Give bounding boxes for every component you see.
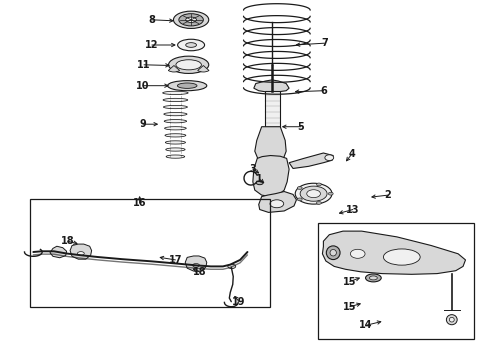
Text: 18: 18	[61, 236, 74, 246]
Ellipse shape	[166, 148, 185, 151]
Ellipse shape	[325, 155, 334, 161]
Ellipse shape	[177, 39, 205, 51]
Ellipse shape	[330, 249, 336, 256]
Wedge shape	[197, 66, 209, 72]
Ellipse shape	[317, 202, 321, 204]
Text: 10: 10	[136, 81, 150, 91]
Ellipse shape	[300, 186, 327, 201]
Polygon shape	[185, 256, 207, 271]
Ellipse shape	[270, 200, 284, 208]
Ellipse shape	[165, 141, 186, 144]
Ellipse shape	[326, 246, 340, 260]
Text: 1: 1	[256, 174, 263, 184]
Wedge shape	[168, 66, 180, 72]
Polygon shape	[289, 153, 333, 168]
Polygon shape	[259, 192, 296, 212]
Text: 16: 16	[133, 198, 147, 208]
Ellipse shape	[77, 252, 84, 255]
Text: 8: 8	[148, 15, 155, 25]
Ellipse shape	[295, 183, 332, 204]
Ellipse shape	[186, 43, 196, 47]
Ellipse shape	[163, 98, 188, 102]
Ellipse shape	[446, 315, 457, 325]
Ellipse shape	[228, 264, 236, 269]
Ellipse shape	[297, 198, 302, 201]
Ellipse shape	[317, 183, 321, 186]
Text: 15: 15	[343, 302, 357, 312]
Polygon shape	[255, 127, 286, 163]
Bar	[265, 91, 280, 127]
Text: 5: 5	[297, 122, 304, 132]
Ellipse shape	[165, 134, 186, 137]
Polygon shape	[70, 244, 92, 259]
Text: 11: 11	[137, 60, 151, 70]
Ellipse shape	[179, 14, 203, 26]
Ellipse shape	[328, 192, 333, 195]
Polygon shape	[322, 231, 466, 274]
Ellipse shape	[163, 91, 188, 95]
Ellipse shape	[165, 127, 186, 130]
Ellipse shape	[449, 318, 454, 322]
Text: 3: 3	[249, 164, 256, 174]
Text: 15: 15	[343, 276, 357, 287]
Text: 6: 6	[320, 86, 327, 96]
Polygon shape	[254, 80, 289, 92]
Text: 18: 18	[193, 267, 207, 277]
Text: 2: 2	[385, 190, 392, 200]
Text: 7: 7	[321, 38, 328, 48]
Bar	[318, 223, 474, 339]
Ellipse shape	[173, 11, 209, 28]
Text: 13: 13	[346, 204, 360, 215]
Ellipse shape	[350, 249, 365, 258]
Ellipse shape	[366, 274, 381, 282]
Ellipse shape	[168, 81, 207, 91]
Ellipse shape	[369, 276, 377, 280]
Text: 17: 17	[169, 255, 182, 265]
Text: 9: 9	[140, 119, 147, 129]
Ellipse shape	[164, 112, 187, 116]
Ellipse shape	[297, 186, 302, 189]
Ellipse shape	[166, 155, 185, 158]
Polygon shape	[253, 156, 289, 197]
Ellipse shape	[177, 83, 197, 88]
Ellipse shape	[193, 264, 199, 267]
Ellipse shape	[176, 60, 201, 70]
Ellipse shape	[164, 120, 187, 123]
Ellipse shape	[256, 181, 263, 185]
Text: 4: 4	[348, 149, 355, 159]
Text: 19: 19	[232, 297, 246, 307]
Ellipse shape	[383, 249, 420, 265]
Ellipse shape	[186, 17, 196, 22]
Polygon shape	[50, 246, 67, 258]
Text: 12: 12	[145, 40, 159, 50]
Ellipse shape	[169, 56, 209, 73]
Ellipse shape	[307, 190, 320, 198]
Ellipse shape	[164, 105, 187, 109]
Text: 14: 14	[359, 320, 372, 330]
Bar	[30, 199, 270, 307]
